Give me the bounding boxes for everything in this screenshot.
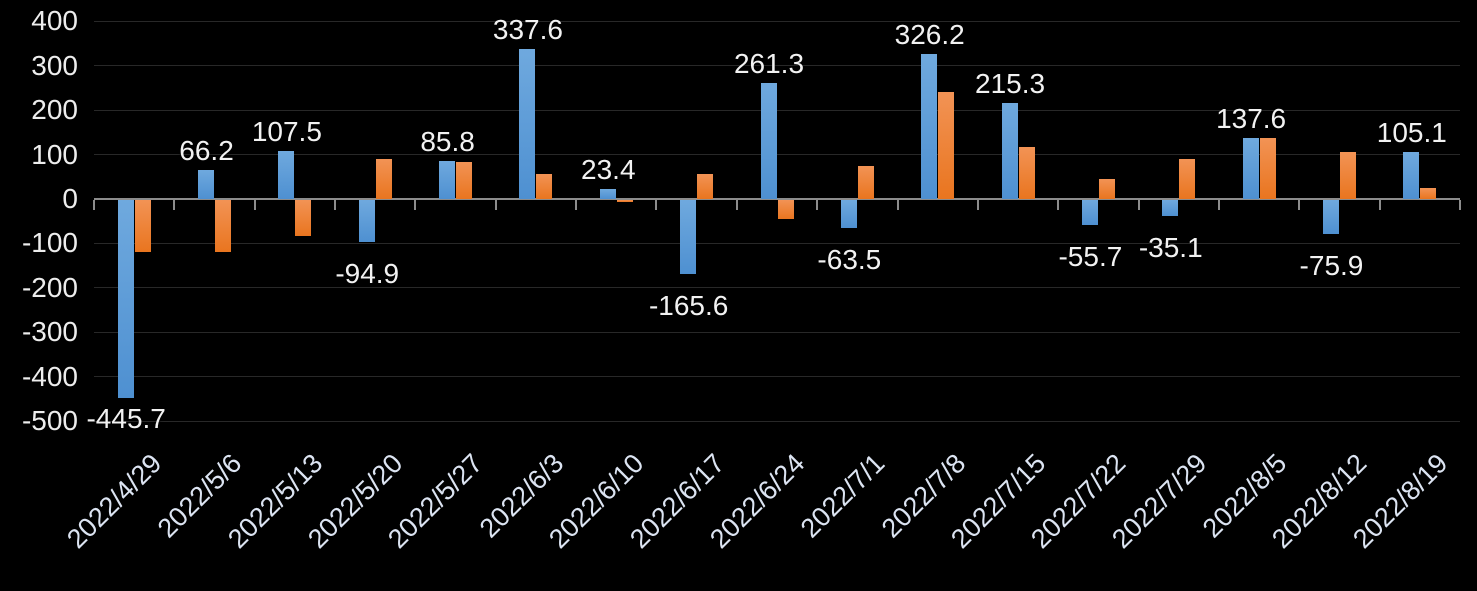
x-axis-line <box>94 198 1460 200</box>
x-axis-tick <box>494 200 497 210</box>
y-axis-tick-label: -300 <box>21 316 78 348</box>
blue-series-bar <box>1162 200 1179 216</box>
blue-series-bar <box>840 200 857 229</box>
bar-data-label: -94.9 <box>335 258 400 290</box>
x-axis-tick <box>575 200 578 210</box>
x-axis-tick <box>976 200 979 210</box>
x-axis-tick <box>414 200 417 210</box>
x-axis-tick <box>816 200 819 210</box>
gridline <box>94 376 1460 378</box>
gridline <box>94 331 1460 333</box>
y-axis-tick-label: -400 <box>21 360 78 392</box>
x-axis-tick <box>735 200 738 210</box>
orange-series-bar <box>1259 137 1276 199</box>
blue-series-bar <box>117 200 134 398</box>
x-axis-tick <box>93 200 95 210</box>
blue-series-bar <box>921 54 938 199</box>
y-axis-tick-label: 300 <box>31 49 78 81</box>
x-axis-category-label: 2022/7/1 <box>795 448 891 544</box>
gridline <box>94 242 1460 244</box>
blue-series-bar <box>1001 103 1018 199</box>
blue-series-bar <box>599 188 616 199</box>
bar-data-label: -63.5 <box>817 244 882 276</box>
gridline <box>94 287 1460 289</box>
orange-series-bar <box>938 91 955 199</box>
orange-series-bar <box>215 200 232 253</box>
x-axis-tick <box>1217 200 1220 210</box>
orange-series-bar <box>1420 187 1437 199</box>
blue-series-bar <box>198 169 215 199</box>
x-axis-tick <box>334 200 337 210</box>
orange-series-bar <box>536 174 553 199</box>
orange-series-bar <box>616 200 633 203</box>
blue-series-bar <box>760 82 777 199</box>
orange-series-bar <box>1018 146 1035 199</box>
x-axis-tick <box>1459 200 1461 210</box>
orange-series-bar <box>857 165 874 199</box>
x-axis-tick <box>1137 200 1140 210</box>
orange-series-bar <box>697 173 714 199</box>
x-axis-tick <box>896 200 899 210</box>
x-axis-tick <box>253 200 256 210</box>
orange-series-bar <box>1179 159 1196 199</box>
blue-series-bar <box>1322 200 1339 234</box>
bar-data-label: 66.2 <box>179 134 234 166</box>
x-axis-tick <box>1057 200 1060 210</box>
gridline <box>94 20 1460 22</box>
orange-series-bar <box>134 200 151 252</box>
orange-series-bar <box>1339 152 1356 199</box>
bar-data-label: 137.6 <box>1216 102 1287 134</box>
blue-series-bar <box>1403 152 1420 199</box>
bar-data-label: -165.6 <box>648 289 729 321</box>
bar-data-label: 326.2 <box>894 19 965 51</box>
x-axis-tick <box>173 200 176 210</box>
blue-series-bar <box>358 200 375 243</box>
x-axis-category-label: 2022/4/29 <box>61 448 168 555</box>
x-axis-tick <box>1298 200 1301 210</box>
y-axis-tick-label: 200 <box>31 94 78 126</box>
bar-data-label: 23.4 <box>581 153 636 185</box>
y-axis-tick-label: 0 <box>62 183 78 214</box>
y-axis-tick-label: -100 <box>21 227 78 259</box>
orange-series-bar <box>295 200 312 236</box>
orange-series-bar <box>375 159 392 199</box>
blue-series-bar <box>1242 137 1259 199</box>
bar-data-label: -75.9 <box>1299 249 1364 281</box>
orange-series-bar <box>456 161 473 199</box>
bar-data-label: -445.7 <box>86 403 166 434</box>
blue-series-bar <box>680 200 697 274</box>
blue-series-bar <box>1081 200 1098 225</box>
bar-data-label: 215.3 <box>975 68 1046 100</box>
gridline <box>94 65 1460 67</box>
orange-series-bar <box>1098 179 1115 199</box>
bar-data-label: 261.3 <box>733 47 805 79</box>
bar-data-label: 107.5 <box>251 116 322 148</box>
bar-data-label: 105.1 <box>1376 117 1447 149</box>
gridline <box>94 109 1460 111</box>
orange-series-bar <box>777 200 794 220</box>
y-axis-tick-label: -500 <box>21 405 78 436</box>
blue-series-bar <box>519 49 536 199</box>
bar-data-label: 337.6 <box>492 14 563 46</box>
y-axis-tick-label: 400 <box>31 5 78 37</box>
y-axis-tick-label: 100 <box>31 138 78 170</box>
blue-series-bar <box>278 151 295 199</box>
gridline <box>94 420 1460 422</box>
y-axis-tick-label: -200 <box>21 271 78 303</box>
x-axis-tick <box>655 200 658 210</box>
bar-data-label: 85.8 <box>420 125 475 157</box>
bar-data-label: -55.7 <box>1058 240 1123 272</box>
x-axis-tick <box>1378 200 1381 210</box>
blue-series-bar <box>439 160 456 199</box>
bar-data-label: -35.1 <box>1138 231 1203 263</box>
gridline <box>94 154 1460 156</box>
